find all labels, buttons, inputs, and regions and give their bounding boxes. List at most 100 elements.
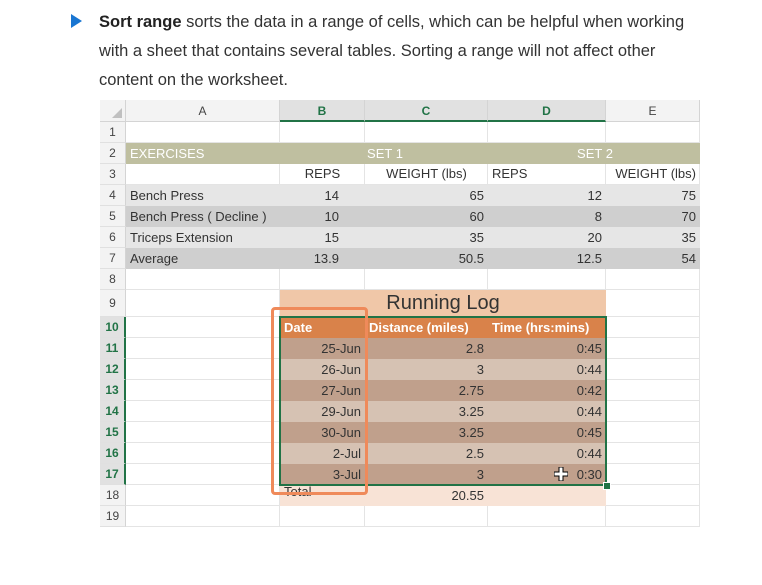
row-header-1[interactable]: 1 — [100, 122, 126, 143]
exercise-reps2[interactable]: 20 — [587, 230, 602, 245]
column-header-e[interactable]: E — [606, 100, 700, 122]
row-header-3[interactable]: 3 — [100, 164, 126, 185]
row-header-2[interactable]: 2 — [100, 143, 126, 164]
total-row-bg — [280, 485, 606, 506]
column-header-a[interactable]: A — [126, 100, 280, 122]
intro-text: sorts the data in a range of cells, whic… — [99, 13, 685, 89]
cell-select-cursor-icon — [553, 466, 569, 482]
row-header-6[interactable]: 6 — [100, 227, 126, 248]
row-header-9[interactable]: 9 — [100, 290, 126, 317]
exercise-reps1[interactable]: 15 — [324, 230, 339, 245]
run-distance[interactable]: 3.25 — [458, 425, 484, 440]
run-time[interactable]: 0:30 — [576, 467, 602, 482]
row-header-11[interactable]: 11 — [100, 338, 126, 359]
run-date[interactable]: 2-Jul — [332, 446, 361, 461]
row-header-19[interactable]: 19 — [100, 506, 126, 527]
gridline — [126, 289, 700, 290]
exercise-weight2[interactable]: 70 — [681, 209, 696, 224]
exercise-weight2[interactable]: 54 — [681, 251, 696, 266]
run-distance[interactable]: 3 — [476, 362, 484, 377]
row-header-5[interactable]: 5 — [100, 206, 126, 227]
row-header-10[interactable]: 10 — [100, 317, 126, 338]
select-all-triangle-icon — [112, 108, 122, 118]
exercise-weight2[interactable]: 35 — [681, 230, 696, 245]
run-date[interactable]: 25-Jun — [321, 341, 361, 356]
selection-range[interactable] — [279, 316, 607, 486]
row-header-7[interactable]: 7 — [100, 248, 126, 269]
exercise-weight1[interactable]: 50.5 — [458, 251, 484, 266]
exercise-weight2[interactable]: 75 — [681, 188, 696, 203]
exercise-name[interactable]: Bench Press ( Decline ) — [130, 209, 267, 224]
run-time[interactable]: 0:45 — [576, 425, 602, 440]
spreadsheet: A B C D E 1 2 3 4 5 6 7 8 9 10 11 12 13 14 15 16 17 18 19 EXERCI… — [100, 100, 700, 534]
exercise-weight1[interactable]: 65 — [469, 188, 484, 203]
run-date[interactable]: 29-Jun — [321, 404, 361, 419]
exercise-reps1[interactable]: 10 — [324, 209, 339, 224]
run-distance[interactable]: 2.75 — [458, 383, 484, 398]
run-date[interactable]: 30-Jun — [321, 425, 361, 440]
running-row-bg — [280, 338, 606, 359]
run-time[interactable]: 0:44 — [576, 404, 602, 419]
exercise-reps2[interactable]: 8 — [594, 209, 602, 224]
total-label[interactable]: Total — [284, 484, 312, 499]
column-header-d[interactable]: D — [488, 100, 606, 122]
select-all-corner[interactable] — [100, 100, 126, 122]
gridline — [126, 142, 700, 143]
exercise-row-bg — [126, 227, 700, 248]
row-header-4[interactable]: 4 — [100, 185, 126, 206]
row-header-8[interactable]: 8 — [100, 269, 126, 290]
intro-bold: Sort range — [99, 13, 182, 31]
column-header-c[interactable]: C — [365, 100, 488, 122]
set2-label[interactable]: SET 2 — [577, 146, 613, 161]
run-time[interactable]: 0:45 — [576, 341, 602, 356]
run-distance[interactable]: 2.5 — [465, 446, 484, 461]
running-log-title[interactable]: Running Log — [386, 292, 500, 314]
running-header-bg — [280, 317, 606, 338]
gridline — [126, 184, 700, 185]
run-distance[interactable]: 3 — [476, 467, 484, 482]
row-header-12[interactable]: 12 — [100, 359, 126, 380]
reps-header-2[interactable]: REPS — [492, 166, 528, 181]
row-header-14[interactable]: 14 — [100, 401, 126, 422]
exercises-label[interactable]: EXERCISES — [130, 146, 205, 161]
exercise-row-bg — [126, 185, 700, 206]
running-row-bg — [280, 464, 606, 485]
distance-header[interactable]: Distance (miles) — [369, 320, 469, 335]
reps-header-1[interactable]: REPS — [304, 166, 341, 181]
run-time[interactable]: 0:44 — [576, 362, 602, 377]
gridline — [126, 526, 700, 527]
row-header-15[interactable]: 15 — [100, 422, 126, 443]
exercise-row-bg — [126, 248, 700, 269]
exercise-row-bg — [126, 206, 700, 227]
fill-handle[interactable] — [603, 482, 611, 490]
time-header[interactable]: Time (hrs:mins) — [492, 320, 590, 335]
row-header-18[interactable]: 18 — [100, 485, 126, 506]
running-row-bg — [280, 443, 606, 464]
exercise-name[interactable]: Average — [130, 251, 179, 266]
row-header-13[interactable]: 13 — [100, 380, 126, 401]
weight-header-2[interactable]: WEIGHT (lbs) — [615, 166, 696, 181]
run-distance[interactable]: 2.8 — [465, 341, 484, 356]
total-distance[interactable]: 20.55 — [451, 488, 484, 503]
exercise-reps1[interactable]: 14 — [324, 188, 339, 203]
column-header-b[interactable]: B — [280, 100, 365, 122]
run-time[interactable]: 0:44 — [576, 446, 602, 461]
set1-label[interactable]: SET 1 — [367, 146, 403, 161]
date-header[interactable]: Date — [284, 320, 313, 335]
exercise-name[interactable]: Bench Press — [130, 188, 204, 203]
run-distance[interactable]: 3.25 — [458, 404, 484, 419]
run-time[interactable]: 0:42 — [576, 383, 602, 398]
weight-header-1[interactable]: WEIGHT (lbs) — [386, 166, 467, 181]
exercise-reps2[interactable]: 12 — [587, 188, 602, 203]
exercise-weight1[interactable]: 35 — [469, 230, 484, 245]
exercise-weight1[interactable]: 60 — [469, 209, 484, 224]
exercise-reps2[interactable]: 12.5 — [576, 251, 602, 266]
run-date[interactable]: 26-Jun — [321, 362, 361, 377]
row-header-17[interactable]: 17 — [100, 464, 126, 485]
run-date[interactable]: 27-Jun — [321, 383, 361, 398]
running-row-bg — [280, 380, 606, 401]
exercise-name[interactable]: Triceps Extension — [130, 230, 233, 245]
exercise-reps1[interactable]: 13.9 — [313, 251, 339, 266]
run-date[interactable]: 3-Jul — [332, 467, 361, 482]
row-header-16[interactable]: 16 — [100, 443, 126, 464]
